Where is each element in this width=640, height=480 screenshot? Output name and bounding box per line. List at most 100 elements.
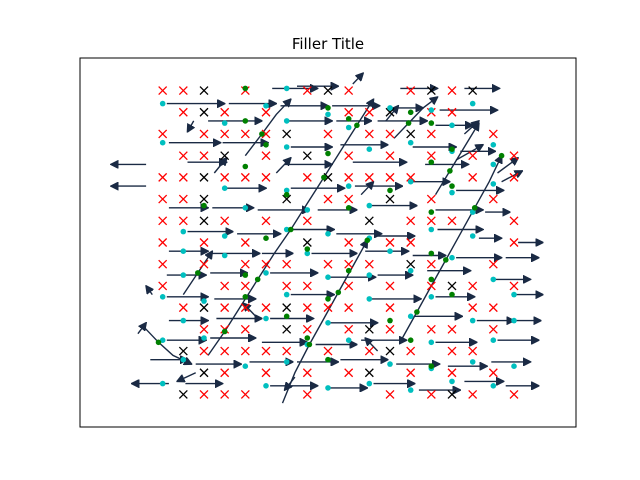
cyan-dot — [180, 272, 187, 278]
red-x-marker-stroke — [240, 238, 250, 247]
black-x-marker — [447, 389, 457, 399]
cyan-dot — [511, 317, 517, 324]
red-x-marker-stroke — [468, 281, 478, 291]
red-x-marker-stroke — [220, 107, 230, 117]
cyan-dot — [180, 228, 187, 235]
cyan-dot — [511, 363, 517, 370]
cyan-dot — [201, 335, 207, 341]
red-x-marker-stroke — [158, 259, 168, 269]
cyan-dot — [263, 103, 269, 109]
red-x-marker — [344, 151, 354, 161]
red-x-marker-stroke — [468, 346, 478, 356]
arrow-mark — [352, 73, 363, 85]
cyan-dot — [490, 161, 497, 168]
red-x-marker — [240, 238, 250, 247]
green-dot — [428, 250, 435, 257]
red-x-marker-stroke — [323, 194, 333, 204]
cyan-dot — [159, 337, 166, 344]
path-dot — [288, 226, 294, 233]
red-x-marker-stroke — [426, 216, 436, 226]
red-x-marker — [364, 129, 374, 139]
red-x-marker-stroke — [344, 151, 354, 161]
path-dot — [498, 152, 505, 159]
green-dot — [387, 317, 393, 324]
red-x-marker-stroke — [426, 324, 436, 334]
red-x-marker-stroke — [447, 324, 457, 334]
cyan-dot — [366, 380, 373, 387]
red-x-marker-stroke — [364, 129, 374, 139]
arrow-mark — [275, 158, 291, 174]
cyan-dot — [345, 124, 352, 131]
black-x-marker — [426, 86, 436, 96]
cyan-dot — [325, 111, 331, 118]
chart-title: Filler Title — [292, 35, 364, 53]
red-x-marker — [220, 368, 230, 378]
green-dot — [428, 159, 435, 165]
red-x-marker-stroke — [385, 281, 395, 291]
trajectory-path — [393, 97, 437, 139]
red-x-marker-stroke — [240, 172, 250, 182]
red-x-marker — [199, 151, 209, 161]
black-x-marker — [199, 172, 209, 182]
red-x-marker — [158, 129, 168, 139]
red-x-marker — [488, 303, 498, 313]
red-x-marker-stroke — [488, 259, 498, 269]
green-dot — [428, 363, 435, 370]
red-x-marker-stroke — [220, 172, 230, 182]
black-x-marker — [364, 368, 374, 378]
red-x-marker-stroke — [199, 238, 209, 247]
red-x-marker — [509, 238, 519, 247]
red-x-marker — [282, 346, 292, 356]
cyan-dot — [159, 100, 166, 107]
black-x-marker — [282, 194, 292, 204]
green-dot — [242, 294, 249, 300]
red-x-marker-stroke — [468, 172, 478, 182]
red-x-marker-stroke — [406, 368, 416, 378]
red-x-marker-stroke — [447, 368, 457, 378]
red-x-marker — [199, 346, 209, 356]
red-x-marker-stroke — [240, 389, 250, 399]
red-x-marker — [323, 194, 333, 204]
path-dot — [443, 257, 449, 263]
red-x-marker-stroke — [261, 129, 271, 139]
red-x-marker-stroke — [302, 216, 312, 226]
red-x-marker — [302, 86, 312, 96]
black-x-marker — [447, 281, 457, 291]
cyan-dot — [490, 383, 497, 389]
red-x-marker — [488, 324, 498, 334]
green-dot — [325, 150, 331, 157]
black-x-marker — [385, 194, 395, 204]
green-dot — [242, 163, 249, 170]
path-dot — [354, 122, 360, 129]
red-x-marker-stroke — [468, 303, 478, 313]
red-x-marker — [261, 151, 271, 161]
red-x-marker — [447, 107, 457, 117]
arrow-mark — [463, 121, 479, 135]
red-x-marker-stroke — [364, 107, 374, 117]
red-x-marker-stroke — [488, 324, 498, 334]
red-x-marker — [323, 346, 333, 356]
black-x-marker-stroke — [282, 324, 292, 334]
path-dot — [254, 276, 261, 283]
red-x-marker-stroke — [344, 107, 354, 117]
green-dot — [428, 209, 435, 215]
red-x-marker — [158, 238, 168, 247]
green-dot — [407, 109, 414, 116]
red-x-marker-stroke — [261, 172, 271, 182]
red-x-marker — [302, 303, 312, 313]
red-x-marker-stroke — [385, 151, 395, 161]
red-x-marker — [447, 346, 457, 356]
arrow-mark — [385, 106, 398, 122]
red-x-marker-stroke — [426, 151, 436, 161]
green-dot — [283, 191, 290, 198]
black-x-marker-stroke — [468, 86, 478, 96]
red-x-marker-stroke — [178, 86, 188, 96]
black-x-marker — [282, 129, 292, 139]
red-x-marker — [468, 389, 478, 399]
path-dot — [306, 341, 313, 348]
cyan-dot — [490, 142, 497, 148]
path-dot — [364, 237, 371, 244]
black-x-marker-stroke — [199, 303, 209, 313]
red-x-marker-stroke — [240, 281, 250, 291]
red-x-marker — [220, 346, 230, 356]
